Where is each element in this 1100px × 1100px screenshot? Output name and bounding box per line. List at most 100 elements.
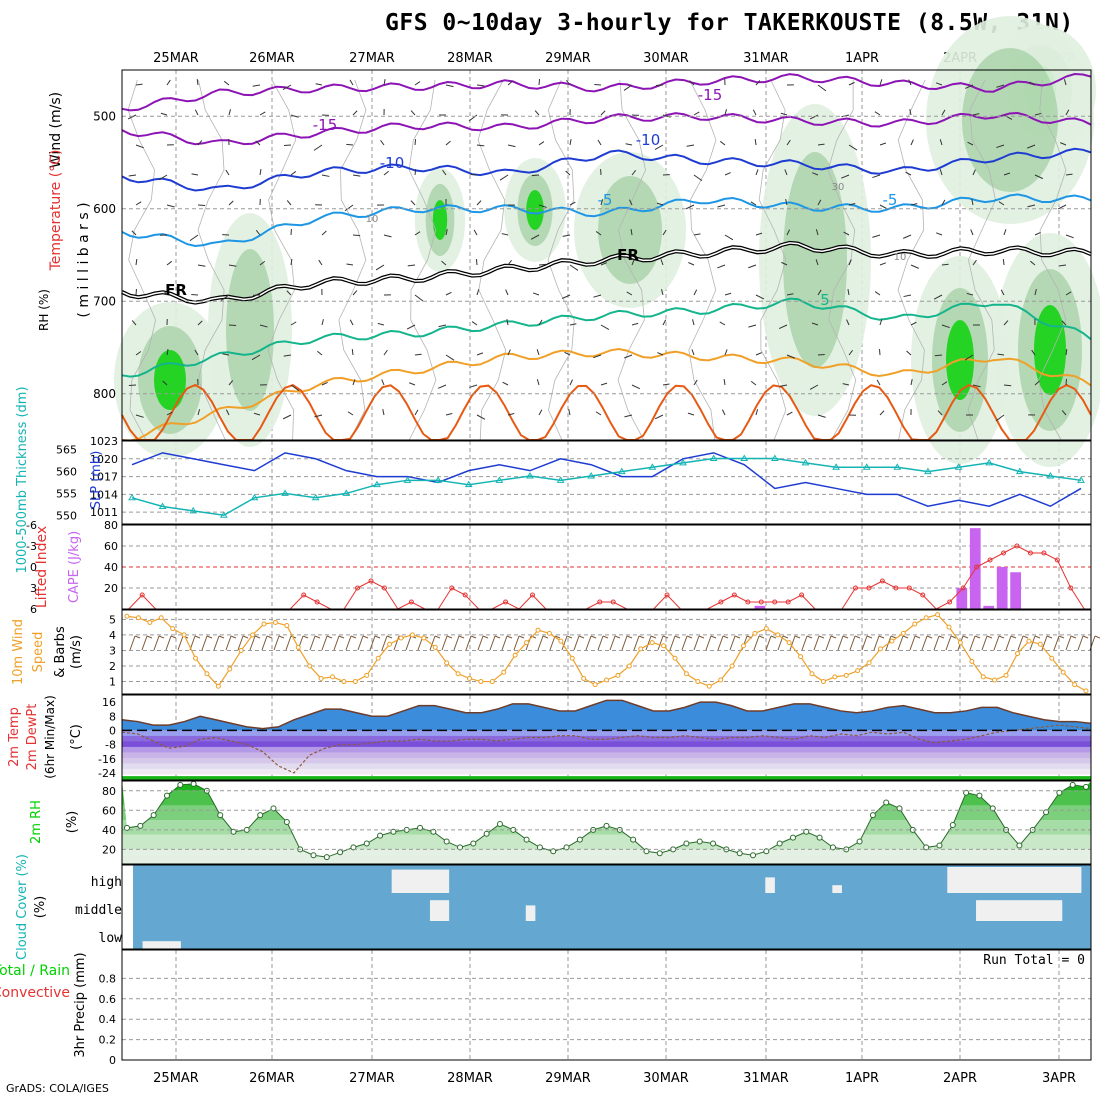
data-point — [408, 599, 414, 605]
contour-label: -15 — [313, 116, 338, 134]
wind-barb — [273, 635, 280, 651]
wind-barb — [626, 291, 633, 296]
data-point — [883, 799, 890, 806]
wind-barb — [135, 201, 142, 206]
data-point — [661, 643, 667, 649]
wind-barb — [995, 414, 1005, 422]
grads-credit: GrADS: COLA/IGES — [6, 1082, 109, 1095]
wind-barb — [941, 324, 950, 329]
y-tick-label: 1023 — [90, 435, 118, 448]
data-point — [158, 615, 164, 621]
data-point — [775, 632, 781, 638]
y-tick-label: 40 — [104, 561, 118, 574]
data-point — [1027, 550, 1033, 556]
data-point — [1068, 585, 1074, 591]
data-point — [866, 585, 872, 591]
cape-bar — [996, 567, 1008, 609]
wind-barb — [660, 259, 664, 266]
wind-barb — [283, 354, 292, 357]
wind-barb — [538, 78, 541, 86]
data-point — [295, 644, 301, 650]
data-point — [257, 812, 264, 819]
wind-barb — [638, 635, 645, 639]
y-tick-label: 0 — [109, 1054, 116, 1067]
wind-barb — [662, 635, 669, 639]
wind-barb — [225, 409, 230, 416]
wind-barb — [501, 635, 508, 651]
wind-barb — [453, 635, 460, 651]
wind-barb — [569, 201, 576, 206]
data-point — [638, 646, 644, 652]
data-point — [455, 671, 461, 677]
wind-barb — [758, 635, 765, 639]
wind-barb — [750, 380, 757, 386]
wind-barb — [848, 349, 854, 356]
data-point — [893, 463, 902, 470]
wind-barb — [902, 635, 909, 639]
wind-barb — [414, 294, 424, 302]
wind-barb — [1065, 635, 1072, 651]
wind-barb — [874, 291, 881, 296]
data-point — [470, 840, 477, 847]
wind-barb — [381, 379, 385, 386]
wind-barb — [506, 635, 513, 639]
wind-barb — [259, 111, 266, 116]
wind-barb — [569, 323, 577, 326]
data-point — [679, 458, 687, 466]
wind-barb — [405, 635, 412, 651]
wind-barb — [410, 200, 416, 206]
wind-barb — [734, 635, 741, 639]
wind-barb — [1065, 348, 1068, 356]
wind-barb — [1065, 109, 1070, 116]
wind-barb — [903, 294, 912, 298]
data-point — [250, 493, 259, 501]
wind-barb — [438, 384, 447, 389]
data-point — [364, 672, 370, 678]
wind-barb — [848, 202, 856, 206]
wind-barb — [476, 84, 485, 87]
wind-barb — [170, 635, 177, 639]
wind-barb — [972, 384, 981, 388]
y-tick-label: 3 — [30, 582, 37, 595]
wind-barb — [624, 414, 633, 418]
wind-barb — [158, 635, 165, 639]
data-point — [649, 640, 655, 646]
data-point — [550, 848, 557, 855]
data-point — [610, 599, 616, 605]
wind-barb — [445, 413, 453, 416]
wind-barb — [197, 409, 201, 416]
contour-label: FR — [165, 281, 187, 299]
wind-barb — [475, 258, 478, 266]
wind-barb — [910, 203, 918, 206]
data-point — [1001, 550, 1007, 556]
data-point — [758, 599, 764, 605]
data-point — [731, 592, 737, 598]
wind-barb — [471, 321, 478, 326]
wind-barb — [538, 409, 543, 416]
data-point — [556, 476, 565, 483]
data-point — [989, 805, 996, 812]
wind-barb — [981, 635, 988, 651]
wind-barb — [573, 635, 580, 651]
wind-barb — [609, 635, 616, 651]
wind-barb — [1029, 81, 1036, 86]
wind-barb — [434, 635, 441, 639]
wind-barb — [127, 114, 137, 120]
wind-barb — [362, 635, 369, 639]
rh-contour-line — [197, 79, 227, 441]
chart-title: GFS 0~10day 3-hourly for TAKERKOUSTE (8.… — [385, 10, 1074, 36]
data-point — [558, 638, 564, 644]
wind-barb — [352, 174, 361, 177]
data-point — [230, 828, 237, 835]
axis-label-units: ( m i l l i b a r s ) — [76, 202, 92, 317]
cloud-block — [765, 877, 775, 893]
wind-barb — [848, 81, 855, 86]
wind-barb — [872, 234, 881, 238]
cloud-block — [391, 869, 450, 893]
data-point — [189, 506, 198, 514]
y-tick-label: 5 — [109, 613, 116, 626]
wind-barb — [537, 635, 544, 651]
wind-barb — [974, 635, 981, 639]
wind-barb — [689, 80, 695, 86]
wind-barb — [237, 635, 244, 651]
